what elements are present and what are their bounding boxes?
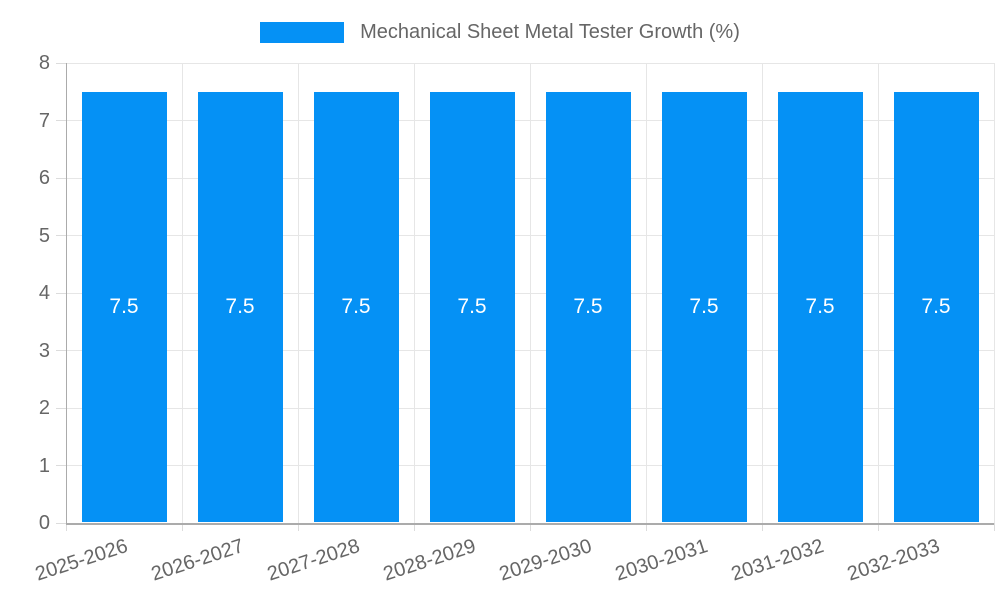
- y-tick-label: 4: [38, 282, 50, 304]
- v-gridline: [413, 63, 415, 523]
- y-tick-label: 8: [38, 52, 50, 74]
- v-gridline: [877, 63, 879, 523]
- bar[interactable]: [429, 91, 515, 522]
- bar[interactable]: [81, 91, 167, 522]
- bar[interactable]: [197, 91, 283, 522]
- y-tick-label: 6: [38, 167, 50, 189]
- y-tick-mark: [56, 465, 66, 466]
- y-tick-mark: [56, 522, 66, 524]
- y-tick-label: 0: [38, 512, 50, 534]
- x-tick-mark: [761, 523, 763, 531]
- y-tick-mark: [56, 407, 66, 409]
- x-tick-label: 2032-2033: [845, 535, 943, 586]
- bar-value-label: 7.5: [689, 295, 719, 319]
- v-gridline: [645, 63, 647, 523]
- y-tick-mark: [56, 177, 66, 179]
- y-tick-label: 1: [38, 454, 50, 477]
- x-tick-mark: [645, 523, 647, 531]
- chart-legend[interactable]: Mechanical Sheet Metal Tester Growth (%): [0, 20, 1000, 44]
- bar[interactable]: [661, 91, 747, 522]
- v-gridline: [181, 63, 183, 523]
- x-tick-mark: [993, 523, 995, 531]
- y-tick-mark: [56, 292, 66, 294]
- y-tick-label: 3: [38, 339, 50, 362]
- bar-value-label: 7.5: [341, 295, 371, 319]
- v-gridline: [761, 63, 763, 523]
- bar[interactable]: [313, 91, 399, 522]
- bar[interactable]: [893, 91, 979, 522]
- x-tick-mark: [181, 523, 183, 531]
- legend-label: Mechanical Sheet Metal Tester Growth (%): [360, 21, 740, 43]
- x-tick-mark: [413, 523, 415, 531]
- v-gridline: [297, 63, 299, 523]
- x-tick-label: 2026-2027: [149, 535, 247, 586]
- bar-value-label: 7.5: [573, 295, 603, 319]
- y-tick-label: 7: [38, 109, 50, 132]
- y-tick-mark: [56, 350, 66, 351]
- x-tick-label: 2031-2032: [729, 535, 827, 586]
- y-tick-mark: [56, 235, 66, 236]
- x-tick-label: 2025-2026: [33, 535, 131, 586]
- y-tick-label: 5: [38, 224, 50, 247]
- bar-value-label: 7.5: [225, 295, 255, 319]
- bar[interactable]: [545, 91, 631, 522]
- y-tick-mark: [56, 62, 66, 64]
- legend-swatch: [260, 21, 345, 43]
- y-axis-line: [65, 63, 67, 523]
- x-tick-mark: [65, 523, 67, 531]
- x-tick-label: 2030-2031: [613, 535, 711, 586]
- x-tick-label: 2027-2028: [265, 535, 363, 586]
- x-axis-line: [66, 522, 994, 525]
- x-tick-mark: [877, 523, 879, 531]
- v-gridline: [529, 63, 531, 523]
- x-tick-mark: [297, 523, 299, 531]
- bar-value-label: 7.5: [805, 295, 835, 319]
- x-tick-mark: [529, 523, 531, 531]
- bar-value-label: 7.5: [109, 295, 139, 319]
- bar-value-label: 7.5: [921, 295, 951, 319]
- x-tick-label: 2028-2029: [381, 535, 479, 586]
- y-tick-label: 2: [38, 397, 50, 419]
- bar-value-label: 7.5: [457, 295, 487, 319]
- y-tick-mark: [56, 120, 66, 121]
- bar[interactable]: [777, 91, 863, 522]
- v-gridline: [993, 63, 995, 523]
- x-tick-label: 2029-2030: [497, 535, 595, 586]
